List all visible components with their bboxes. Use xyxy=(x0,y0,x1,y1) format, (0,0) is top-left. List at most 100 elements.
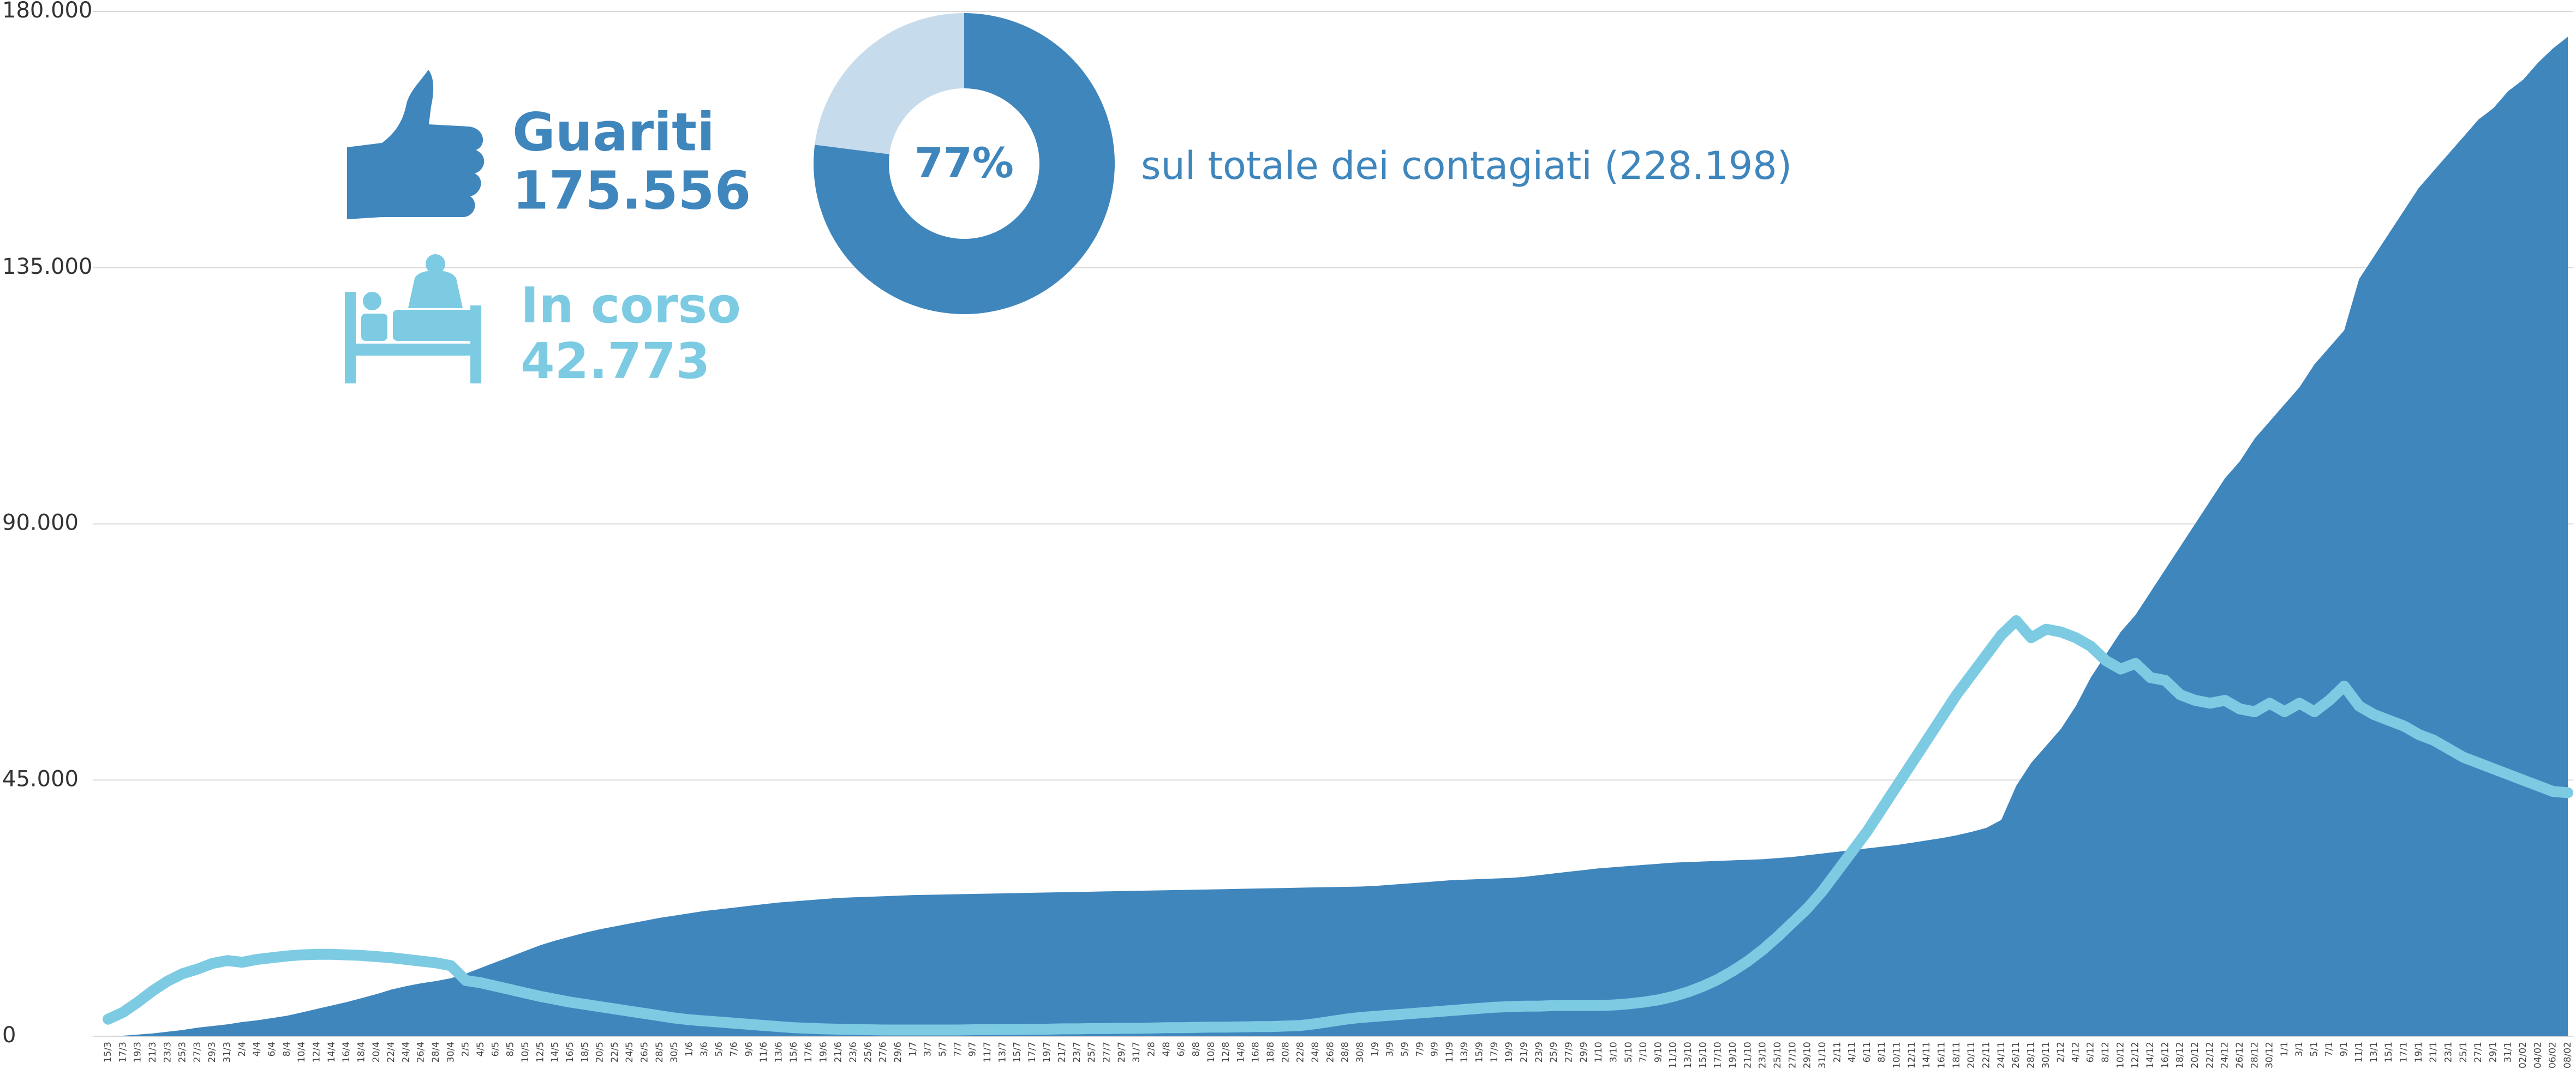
donut-label: 77% xyxy=(915,139,1014,187)
x-tick-label: 9/1 xyxy=(2339,1042,2350,1056)
x-tick-label: 2/4 xyxy=(237,1042,248,1056)
x-tick-label: 1/9 xyxy=(1370,1042,1380,1056)
x-tick-label: 27/10 xyxy=(1787,1042,1798,1068)
x-tick-label: 1/10 xyxy=(1593,1042,1604,1062)
x-tick-label: 20/4 xyxy=(371,1042,382,1062)
x-tick-label: 2/12 xyxy=(2055,1042,2066,1062)
x-tick-label: 6/11 xyxy=(1862,1042,1873,1062)
x-tick-label: 4/12 xyxy=(2070,1042,2081,1062)
x-tick-label: 02/02 xyxy=(2518,1042,2529,1068)
x-tick-label: 25/7 xyxy=(1086,1042,1097,1062)
x-tick-label: 24/11 xyxy=(1996,1042,2007,1068)
x-tick-label: 7/6 xyxy=(728,1042,739,1056)
x-tick-label: 3/6 xyxy=(699,1042,710,1056)
x-tick-label: 16/8 xyxy=(1251,1042,1262,1062)
x-tick-label: 8/12 xyxy=(2100,1042,2111,1062)
x-tick-label: 14/5 xyxy=(550,1042,561,1062)
x-tick-label: 9/9 xyxy=(1430,1042,1441,1056)
legend-label: In corso xyxy=(521,277,741,334)
x-tick-label: 15/10 xyxy=(1698,1042,1708,1068)
x-tick-label: 7/7 xyxy=(952,1042,963,1056)
x-tick-label: 14/8 xyxy=(1235,1042,1246,1062)
x-tick-label: 17/10 xyxy=(1713,1042,1724,1068)
x-tick-label: 28/4 xyxy=(431,1042,441,1062)
x-tick-label: 2/11 xyxy=(1832,1042,1843,1062)
x-tick-label: 26/8 xyxy=(1325,1042,1336,1062)
x-tick-label: 13/7 xyxy=(997,1042,1008,1062)
x-tick-label: 15/9 xyxy=(1474,1042,1485,1062)
x-tick-label: 18/12 xyxy=(2175,1042,2186,1068)
x-tick-label: 31/1 xyxy=(2503,1042,2514,1062)
x-tick-label: 22/8 xyxy=(1295,1042,1306,1062)
x-tick-label: 10/4 xyxy=(296,1042,307,1062)
x-tick-label: 18/5 xyxy=(579,1042,590,1062)
x-tick-label: 24/5 xyxy=(624,1042,635,1062)
x-tick-label: 1/6 xyxy=(684,1042,695,1056)
x-tick-label: 29/9 xyxy=(1579,1042,1589,1062)
x-tick-label: 3/1 xyxy=(2294,1042,2305,1056)
x-tick-label: 6/4 xyxy=(267,1042,278,1056)
x-tick-label: 29/1 xyxy=(2488,1042,2499,1062)
x-tick-label: 10/11 xyxy=(1892,1042,1903,1068)
x-tick-label: 17/9 xyxy=(1489,1042,1500,1062)
x-tick-label: 5/1 xyxy=(2309,1042,2320,1056)
x-tick-label: 7/10 xyxy=(1638,1042,1649,1062)
x-tick-label: 31/3 xyxy=(222,1042,233,1062)
x-tick-label: 12/4 xyxy=(311,1042,322,1062)
x-tick-label: 22/5 xyxy=(609,1042,620,1062)
x-tick-label: 20/11 xyxy=(1966,1042,1977,1068)
x-tick-label: 9/6 xyxy=(744,1042,755,1056)
x-tick-label: 21/7 xyxy=(1057,1042,1068,1062)
x-tick-label: 5/7 xyxy=(937,1042,948,1056)
x-tick-label: 29/6 xyxy=(893,1042,904,1062)
x-tick-label: 18/11 xyxy=(1951,1042,1962,1068)
x-tick-label: 28/11 xyxy=(2025,1042,2036,1068)
donut-slice xyxy=(814,13,1115,314)
x-tick-label: 22/4 xyxy=(386,1042,397,1062)
x-tick-label: 11/6 xyxy=(758,1042,769,1062)
x-tick-label: 8/5 xyxy=(505,1042,516,1056)
x-tick-label: 30/5 xyxy=(669,1042,680,1062)
x-tick-label: 20/5 xyxy=(595,1042,606,1062)
x-tick-label: 23/3 xyxy=(162,1042,173,1062)
x-tick-label: 21/9 xyxy=(1519,1042,1530,1062)
x-tick-label: 6/12 xyxy=(2085,1042,2096,1062)
x-tick-label: 28/5 xyxy=(654,1042,665,1062)
x-tick-label: 12/11 xyxy=(1906,1042,1917,1068)
x-tick-label: 21/10 xyxy=(1742,1042,1753,1068)
x-tick-label: 3/10 xyxy=(1608,1042,1619,1062)
x-tick-label: 5/9 xyxy=(1400,1042,1410,1056)
x-tick-label: 11/9 xyxy=(1444,1042,1455,1062)
x-tick-label: 27/9 xyxy=(1563,1042,1574,1062)
x-tick-label: 23/9 xyxy=(1534,1042,1545,1062)
x-tick-label: 12/8 xyxy=(1221,1042,1232,1062)
x-tick-label: 6/8 xyxy=(1176,1042,1187,1056)
x-tick-label: 15/3 xyxy=(103,1042,113,1062)
x-tick-label: 30/8 xyxy=(1355,1042,1366,1062)
x-tick-label: 8/11 xyxy=(1876,1042,1887,1062)
x-tick-label: 2/5 xyxy=(461,1042,471,1056)
x-tick-label: 1/1 xyxy=(2279,1042,2290,1056)
x-tick-label: 24/4 xyxy=(401,1042,411,1062)
x-tick-label: 04/02 xyxy=(2532,1042,2543,1068)
x-tick-label: 13/10 xyxy=(1683,1042,1694,1068)
x-tick-label: 25/10 xyxy=(1772,1042,1783,1068)
y-tick-label: 135.000 xyxy=(2,254,92,279)
donut-slice xyxy=(815,13,964,154)
x-tick-label: 19/9 xyxy=(1504,1042,1515,1062)
x-tick-label: 08/02 xyxy=(2562,1042,2573,1068)
x-tick-label: 26/5 xyxy=(639,1042,650,1062)
x-tick-label: 12/5 xyxy=(535,1042,546,1062)
x-tick-label: 30/11 xyxy=(2041,1042,2052,1068)
x-tick-label: 28/12 xyxy=(2249,1042,2260,1068)
x-tick-label: 4/4 xyxy=(252,1042,262,1056)
x-tick-label: 11/7 xyxy=(982,1042,993,1062)
x-tick-label: 21/1 xyxy=(2428,1042,2439,1062)
x-tick-label: 20/8 xyxy=(1280,1042,1291,1062)
x-tick-label: 17/1 xyxy=(2398,1042,2409,1062)
x-tick-label: 8/4 xyxy=(282,1042,292,1056)
x-tick-label: 30/12 xyxy=(2264,1042,2275,1068)
x-tick-label: 13/6 xyxy=(773,1042,784,1062)
x-tick-label: 31/10 xyxy=(1817,1042,1828,1068)
